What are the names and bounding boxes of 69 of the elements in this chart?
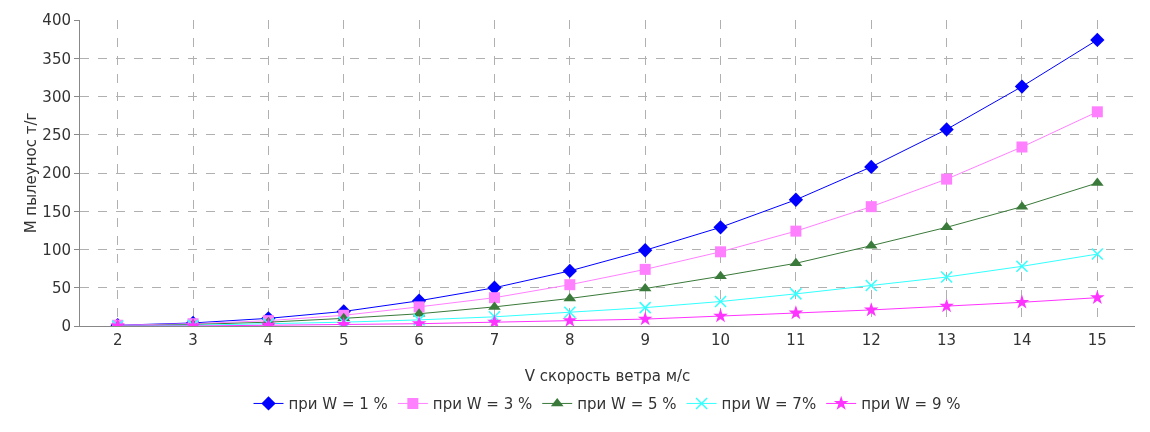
point <box>1091 247 1104 261</box>
x-tick-label: 11 <box>786 331 806 349</box>
legend-label: при W = 9 % <box>861 395 961 414</box>
point <box>941 173 953 185</box>
y-tick-label: 350 <box>42 49 71 68</box>
point <box>639 263 651 275</box>
point <box>789 257 803 267</box>
x-tick-label: 8 <box>565 331 575 349</box>
point <box>788 305 804 320</box>
point <box>714 295 727 308</box>
point <box>562 263 577 279</box>
x-axis-title: V скорость ветра м/с <box>524 367 691 385</box>
x-tick-label: 2 <box>112 331 123 349</box>
y-tick-label: 250 <box>42 126 71 144</box>
x-tick-label: 13 <box>937 331 957 349</box>
point <box>638 301 652 314</box>
point <box>487 314 502 326</box>
point <box>939 122 954 137</box>
point <box>1014 79 1030 94</box>
point <box>1014 294 1030 309</box>
y-tick-label: 200 <box>42 164 71 183</box>
point <box>714 270 727 280</box>
point <box>1016 141 1028 153</box>
x-tick-label: 7 <box>489 331 500 349</box>
point <box>863 302 879 317</box>
point <box>562 312 578 326</box>
point <box>865 279 878 292</box>
y-tick-label: 300 <box>42 87 71 106</box>
point <box>563 305 577 319</box>
point <box>790 225 802 237</box>
x-tick-label: 9 <box>640 331 650 349</box>
y-tick-label: 100 <box>42 240 71 259</box>
y-tick-label: 0 <box>61 317 71 336</box>
legend-label: при W = 3 % <box>432 395 533 414</box>
point <box>1091 106 1103 118</box>
x-tick-label: 6 <box>414 331 424 349</box>
point <box>713 308 728 323</box>
point <box>637 311 653 326</box>
x-tick-label: 10 <box>710 331 731 349</box>
point <box>939 298 954 313</box>
point <box>1090 290 1105 304</box>
point <box>788 192 804 207</box>
x-tick-label: 5 <box>338 331 349 349</box>
point <box>865 201 877 213</box>
point <box>563 292 577 302</box>
x-tick-label: 14 <box>1012 331 1032 349</box>
x-tick-label: 4 <box>263 331 274 349</box>
point <box>1090 32 1105 48</box>
x-tick-label: 12 <box>861 331 881 349</box>
y-tick-label: 400 <box>42 11 71 30</box>
point <box>940 221 953 231</box>
point <box>715 246 727 258</box>
point <box>864 159 879 175</box>
point <box>1015 260 1029 273</box>
point <box>713 220 728 235</box>
point <box>789 287 803 301</box>
y-tick-label: 50 <box>51 279 71 297</box>
y-axis-title: М пылеунос т/г <box>22 112 41 234</box>
legend-label: при W = 7% <box>721 395 817 414</box>
point <box>638 243 653 258</box>
legend-label: при W = 1 % <box>288 395 388 414</box>
y-tick-label: 150 <box>42 202 71 221</box>
x-tick-label: 15 <box>1087 331 1107 349</box>
x-tick-label: 3 <box>188 331 198 349</box>
point <box>940 270 953 284</box>
point <box>413 301 425 313</box>
point <box>488 292 500 304</box>
legend-label: при W = 5 % <box>577 395 677 414</box>
point <box>564 279 576 291</box>
